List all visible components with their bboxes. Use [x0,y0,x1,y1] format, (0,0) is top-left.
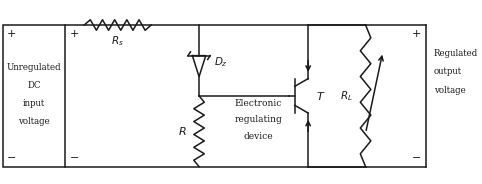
Text: output: output [433,67,462,76]
Text: voltage: voltage [18,117,50,126]
Text: +: + [7,29,16,39]
Text: DC: DC [27,81,40,90]
Text: $R_L$: $R_L$ [340,89,353,103]
Text: Regulated: Regulated [433,49,478,58]
Text: input: input [23,99,45,108]
Text: −: − [70,153,80,163]
Text: voltage: voltage [433,86,465,95]
Text: $T$: $T$ [316,90,325,102]
Text: +: + [70,29,80,39]
Text: $D_z$: $D_z$ [214,55,228,69]
Text: −: − [7,153,16,163]
Bar [3,25,65,167]
Text: device: device [243,132,273,141]
Text: $R_s$: $R_s$ [111,35,124,48]
Text: $R$: $R$ [178,125,187,137]
Text: regulating: regulating [235,115,282,124]
Text: Electronic: Electronic [235,99,282,108]
Text: +: + [412,29,421,39]
Text: −: − [412,153,421,163]
Text: Unregulated: Unregulated [7,63,61,72]
